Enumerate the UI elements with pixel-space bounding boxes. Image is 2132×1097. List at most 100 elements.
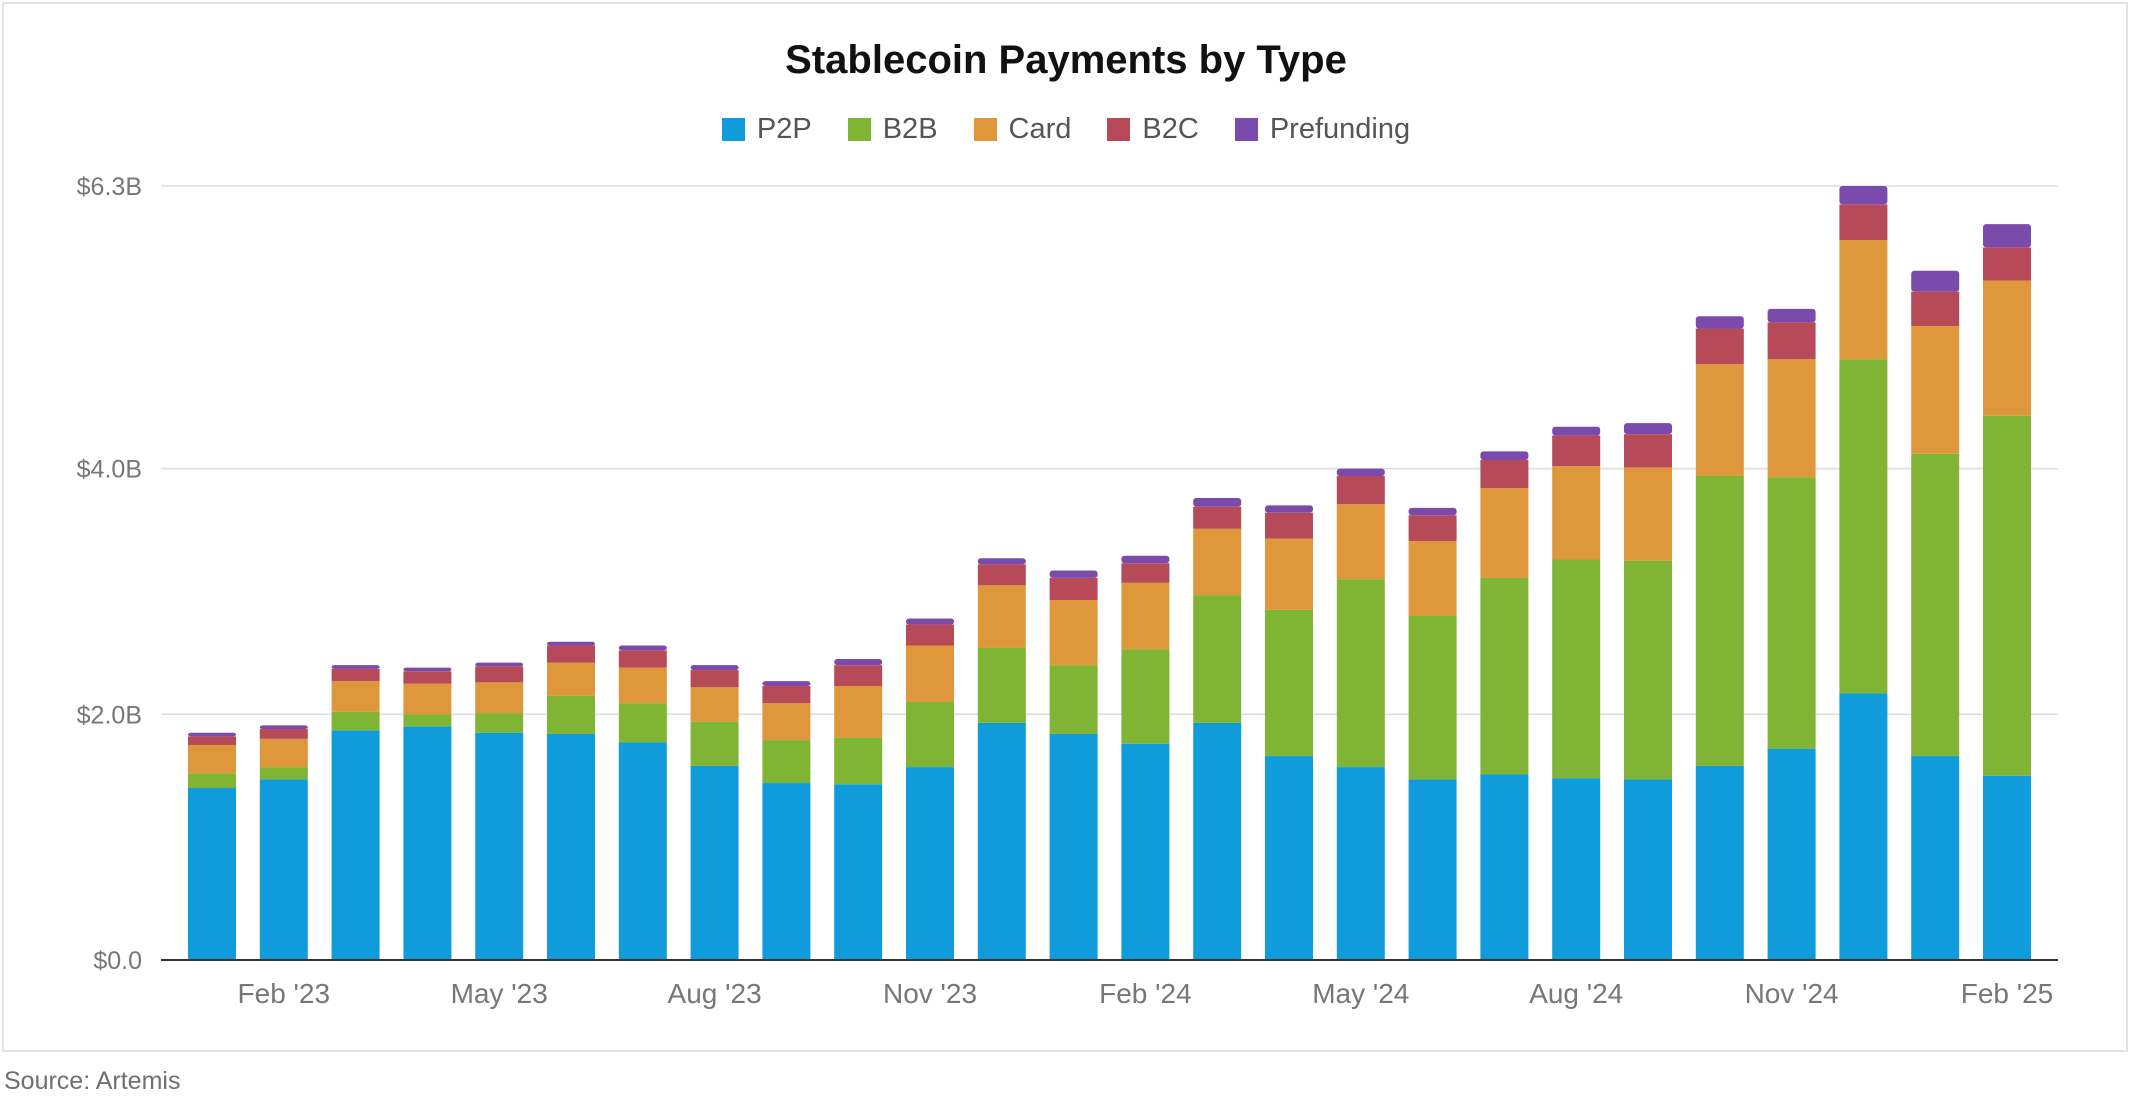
bar-segment-card[interactable] — [1265, 538, 1313, 610]
bar-segment-card[interactable] — [762, 703, 811, 741]
bar-segment-b2b[interactable] — [1839, 359, 1888, 694]
bar-segment-p2p[interactable] — [1552, 778, 1601, 960]
bar-segment-b2c[interactable] — [259, 729, 308, 739]
bar-segment-b2c[interactable] — [1049, 577, 1098, 601]
bar-segment-b2c[interactable] — [1121, 563, 1170, 583]
bar-segment-card[interactable] — [1911, 326, 1960, 454]
bar-segment-b2b[interactable] — [1336, 579, 1385, 768]
bar-segment-p2p[interactable] — [690, 765, 739, 960]
bar-segment-b2b[interactable] — [690, 721, 739, 766]
bar-segment-prefunding[interactable] — [1552, 426, 1601, 436]
bar-segment-p2p[interactable] — [618, 742, 667, 960]
bar-segment-b2b[interactable] — [1049, 665, 1098, 734]
bar-segment-b2c[interactable] — [618, 650, 667, 668]
bar-segment-prefunding[interactable] — [1121, 555, 1170, 564]
bar-segment-b2b[interactable] — [1767, 477, 1816, 749]
bar-segment-b2b[interactable] — [906, 702, 954, 768]
bar-segment-b2c[interactable] — [1911, 291, 1960, 327]
bar-segment-p2p[interactable] — [1695, 765, 1744, 960]
bar-segment-b2c[interactable] — [1983, 247, 2031, 281]
bar-segment-b2c[interactable] — [690, 670, 739, 688]
bar-segment-prefunding[interactable] — [1839, 186, 1888, 205]
bar-segment-prefunding[interactable] — [762, 681, 811, 687]
bar-segment-p2p[interactable] — [1193, 722, 1242, 960]
legend-item-card[interactable]: Card — [973, 113, 1071, 146]
bar-segment-card[interactable] — [259, 738, 308, 768]
bar-segment-card[interactable] — [1049, 600, 1098, 666]
bar-segment-b2c[interactable] — [188, 736, 236, 745]
bar-segment-b2c[interactable] — [1265, 512, 1313, 539]
bar-segment-b2c[interactable] — [1624, 434, 1672, 468]
bar-segment-p2p[interactable] — [403, 726, 452, 960]
bar-segment-card[interactable] — [547, 662, 595, 696]
bar-segment-p2p[interactable] — [331, 730, 380, 960]
bar-segment-p2p[interactable] — [1911, 756, 1960, 960]
bar-segment-b2c[interactable] — [762, 686, 811, 704]
bar-segment-prefunding[interactable] — [259, 725, 308, 730]
bar-segment-b2b[interactable] — [475, 713, 524, 733]
bar-segment-b2b[interactable] — [1983, 415, 2031, 776]
bar-segment-card[interactable] — [1552, 466, 1601, 560]
bar-segment-b2b[interactable] — [403, 714, 452, 727]
bar-segment-card[interactable] — [1983, 280, 2031, 416]
legend-item-b2c[interactable]: B2C — [1107, 113, 1199, 146]
legend-item-p2p[interactable]: P2P — [721, 113, 812, 146]
bar-segment-prefunding[interactable] — [1336, 468, 1385, 476]
bar-segment-b2c[interactable] — [547, 645, 595, 663]
bar-segment-b2b[interactable] — [259, 767, 308, 780]
bar-segment-p2p[interactable] — [762, 783, 811, 960]
bar-segment-prefunding[interactable] — [690, 665, 739, 671]
bar-segment-b2c[interactable] — [403, 671, 452, 684]
bar-segment-p2p[interactable] — [547, 733, 595, 960]
bar-segment-b2c[interactable] — [1552, 435, 1601, 467]
bar-segment-b2b[interactable] — [1695, 475, 1744, 766]
bar-segment-b2c[interactable] — [1839, 204, 1888, 241]
bar-segment-card[interactable] — [977, 585, 1026, 648]
bar-segment-card[interactable] — [834, 686, 883, 738]
bar-segment-b2c[interactable] — [1336, 475, 1385, 505]
bar-segment-card[interactable] — [188, 745, 236, 774]
bar-segment-b2b[interactable] — [1480, 577, 1529, 775]
bar-segment-b2b[interactable] — [188, 773, 236, 788]
bar-segment-card[interactable] — [1839, 240, 1888, 360]
bar-segment-prefunding[interactable] — [618, 645, 667, 651]
bar-segment-prefunding[interactable] — [188, 732, 236, 737]
bar-segment-b2c[interactable] — [1695, 328, 1744, 365]
bar-segment-card[interactable] — [1408, 541, 1457, 616]
bar-segment-prefunding[interactable] — [906, 618, 954, 625]
bar-segment-prefunding[interactable] — [1193, 498, 1242, 507]
bar-segment-p2p[interactable] — [1408, 779, 1457, 960]
bar-segment-prefunding[interactable] — [1983, 224, 2031, 248]
bar-segment-b2b[interactable] — [1265, 609, 1313, 757]
bar-segment-p2p[interactable] — [1767, 748, 1816, 960]
bar-segment-card[interactable] — [1767, 359, 1816, 478]
bar-segment-p2p[interactable] — [1983, 775, 2031, 960]
bar-segment-p2p[interactable] — [1121, 743, 1170, 960]
bar-segment-card[interactable] — [1695, 364, 1744, 476]
bar-segment-prefunding[interactable] — [331, 665, 380, 669]
bar-segment-card[interactable] — [475, 682, 524, 714]
bar-segment-b2c[interactable] — [1408, 515, 1457, 542]
bar-segment-p2p[interactable] — [1049, 733, 1098, 960]
bar-segment-p2p[interactable] — [1480, 774, 1529, 960]
bar-segment-b2b[interactable] — [1624, 560, 1672, 780]
bar-segment-card[interactable] — [1121, 582, 1170, 650]
bar-segment-p2p[interactable] — [1336, 767, 1385, 960]
bar-segment-p2p[interactable] — [475, 732, 524, 960]
legend-item-prefunding[interactable]: Prefunding — [1234, 113, 1410, 146]
bar-segment-b2c[interactable] — [1767, 322, 1816, 360]
bar-segment-b2b[interactable] — [331, 711, 380, 731]
bar-segment-b2b[interactable] — [547, 695, 595, 734]
legend-item-b2b[interactable]: B2B — [847, 113, 938, 146]
bar-segment-prefunding[interactable] — [977, 558, 1026, 565]
bar-segment-p2p[interactable] — [906, 767, 954, 960]
bar-segment-p2p[interactable] — [1265, 756, 1313, 960]
bar-segment-b2c[interactable] — [1193, 506, 1242, 529]
bar-segment-prefunding[interactable] — [1911, 270, 1960, 292]
bar-segment-p2p[interactable] — [188, 788, 236, 960]
bar-segment-prefunding[interactable] — [1767, 308, 1816, 323]
bar-segment-prefunding[interactable] — [1480, 451, 1529, 460]
bar-segment-b2c[interactable] — [906, 624, 954, 646]
bar-segment-p2p[interactable] — [259, 779, 308, 960]
bar-segment-card[interactable] — [1624, 467, 1672, 561]
